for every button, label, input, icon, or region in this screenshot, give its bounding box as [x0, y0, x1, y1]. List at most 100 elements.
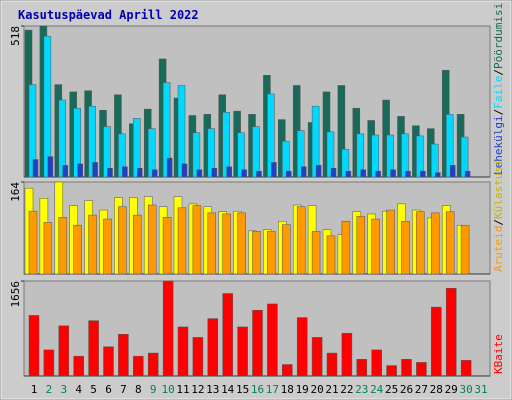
bar: [460, 224, 470, 275]
legend: Aruteid/Külastusi: [492, 159, 505, 272]
legend: Lehekülgi/Faile/Pöördumisi: [492, 3, 505, 175]
bar: [405, 170, 411, 178]
bar: [122, 166, 128, 178]
bar: [386, 134, 394, 178]
bar: [401, 133, 409, 178]
bar: [58, 99, 67, 178]
bar: [416, 362, 427, 377]
x-tick-label: 14: [221, 383, 235, 396]
bar: [28, 84, 37, 178]
bar: [177, 207, 187, 275]
bar: [147, 352, 159, 377]
bar: [28, 315, 40, 377]
x-tick-label: 18: [281, 383, 294, 396]
bar: [341, 221, 351, 275]
bar: [222, 293, 233, 377]
bar: [445, 211, 455, 275]
bar: [416, 211, 425, 275]
bar: [92, 162, 98, 178]
bar: [252, 126, 260, 178]
bar: [103, 218, 112, 275]
x-tick-label: 29: [445, 383, 458, 396]
bar: [296, 206, 306, 275]
bar: [133, 355, 144, 377]
bar: [460, 360, 472, 377]
legend-separator: /: [492, 69, 505, 76]
bar: [375, 170, 381, 178]
bar: [32, 159, 39, 178]
bar: [431, 143, 439, 178]
bar: [137, 168, 143, 178]
x-tick-label: 5: [90, 383, 97, 396]
bar: [326, 352, 338, 377]
bar: [311, 231, 321, 275]
chart-title: Kasutuspäevad Aprill 2022: [18, 8, 199, 22]
legend-entry: Lehekülgi: [492, 115, 505, 175]
bar: [337, 85, 346, 178]
x-tick-label: 1: [31, 383, 38, 396]
bar: [464, 170, 471, 178]
bar: [296, 130, 305, 178]
bar: [460, 136, 469, 178]
x-tick-label: 2: [46, 383, 53, 396]
x-tick-label: 16: [251, 383, 264, 396]
bar: [356, 215, 366, 275]
bar: [445, 114, 454, 178]
bar: [237, 132, 245, 178]
bar: [371, 349, 382, 377]
bar: [88, 105, 96, 178]
bar: [207, 318, 219, 377]
bar: [147, 128, 156, 178]
legend-entry: Faile: [492, 76, 505, 109]
bar: [371, 134, 379, 178]
x-tick-label: 9: [150, 383, 157, 396]
bar: [360, 169, 367, 178]
x-tick-label: 24: [370, 383, 384, 396]
bar: [326, 235, 336, 275]
bar: [177, 326, 189, 377]
bar: [133, 118, 141, 178]
bar: [103, 346, 114, 377]
x-tick-label: 3: [60, 383, 67, 396]
bar: [28, 210, 38, 275]
bar: [73, 107, 81, 178]
bar: [282, 364, 293, 377]
bar: [107, 168, 113, 178]
bar: [162, 82, 171, 178]
x-tick-label: 19: [296, 383, 309, 396]
bar: [77, 163, 83, 178]
bar: [431, 212, 440, 275]
bar: [326, 131, 335, 178]
x-tick-label: 27: [415, 383, 428, 396]
bar: [196, 169, 203, 178]
x-tick-label: 28: [430, 383, 443, 396]
bar: [282, 224, 291, 275]
x-tick-label: 30: [459, 383, 472, 396]
y-tick-label: 1656: [9, 281, 22, 308]
bar: [43, 349, 55, 377]
bar: [222, 112, 230, 178]
bar: [435, 172, 441, 178]
x-tick-label: 4: [75, 383, 82, 396]
legend-entry: Külastusi: [492, 159, 505, 219]
legend-separator: /: [492, 109, 505, 116]
bar: [103, 126, 111, 178]
bar: [43, 35, 52, 178]
bar: [315, 165, 322, 178]
x-tick-label: 26: [400, 383, 413, 396]
bar: [118, 206, 127, 275]
x-tick-label: 7: [120, 383, 127, 396]
y-tick-label: 164: [9, 182, 22, 202]
bar: [449, 165, 456, 178]
x-tick-label: 23: [355, 383, 368, 396]
bar: [271, 162, 277, 178]
bar: [162, 217, 172, 275]
bar: [401, 221, 410, 275]
x-tick-label: 8: [135, 383, 142, 396]
bar: [311, 105, 320, 178]
bar: [151, 169, 158, 178]
bar: [311, 337, 323, 377]
bar: [118, 333, 129, 377]
bar: [207, 128, 216, 178]
